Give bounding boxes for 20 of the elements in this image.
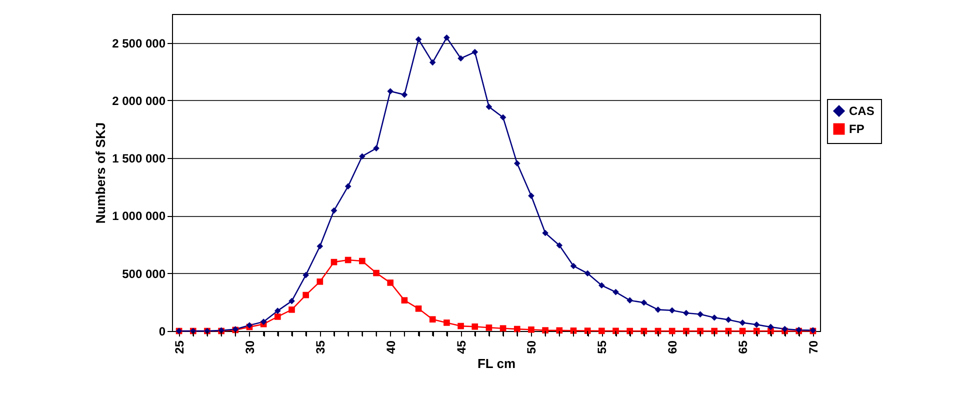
x-tick-label: 50 (524, 340, 539, 354)
x-tick-label: 65 (736, 340, 750, 354)
y-axis-title: Numbers of SKJ (93, 122, 108, 224)
legend-label: CAS (849, 104, 874, 118)
x-tick-label: 45 (454, 340, 468, 354)
x-tick-label: 40 (384, 340, 398, 354)
x-tick-label: 70 (806, 340, 820, 354)
y-tick-label: 1 500 000 (112, 152, 166, 166)
x-tick-label: 25 (172, 340, 187, 354)
y-tick-label: 2 500 000 (112, 36, 166, 50)
y-tick-label: 0 (158, 324, 166, 338)
x-tick-label: 60 (666, 340, 680, 354)
x-tick-label: 35 (313, 340, 328, 354)
x-tick-label: 30 (242, 340, 257, 354)
x-tick-label: 55 (595, 340, 610, 354)
legend-label: FP (849, 122, 864, 136)
y-tick-label: 2 000 000 (112, 94, 166, 108)
y-tick-label: 500 000 (122, 266, 166, 281)
x-axis-title: FL cm (477, 356, 516, 371)
y-tick-label: 1 000 000 (112, 209, 166, 224)
